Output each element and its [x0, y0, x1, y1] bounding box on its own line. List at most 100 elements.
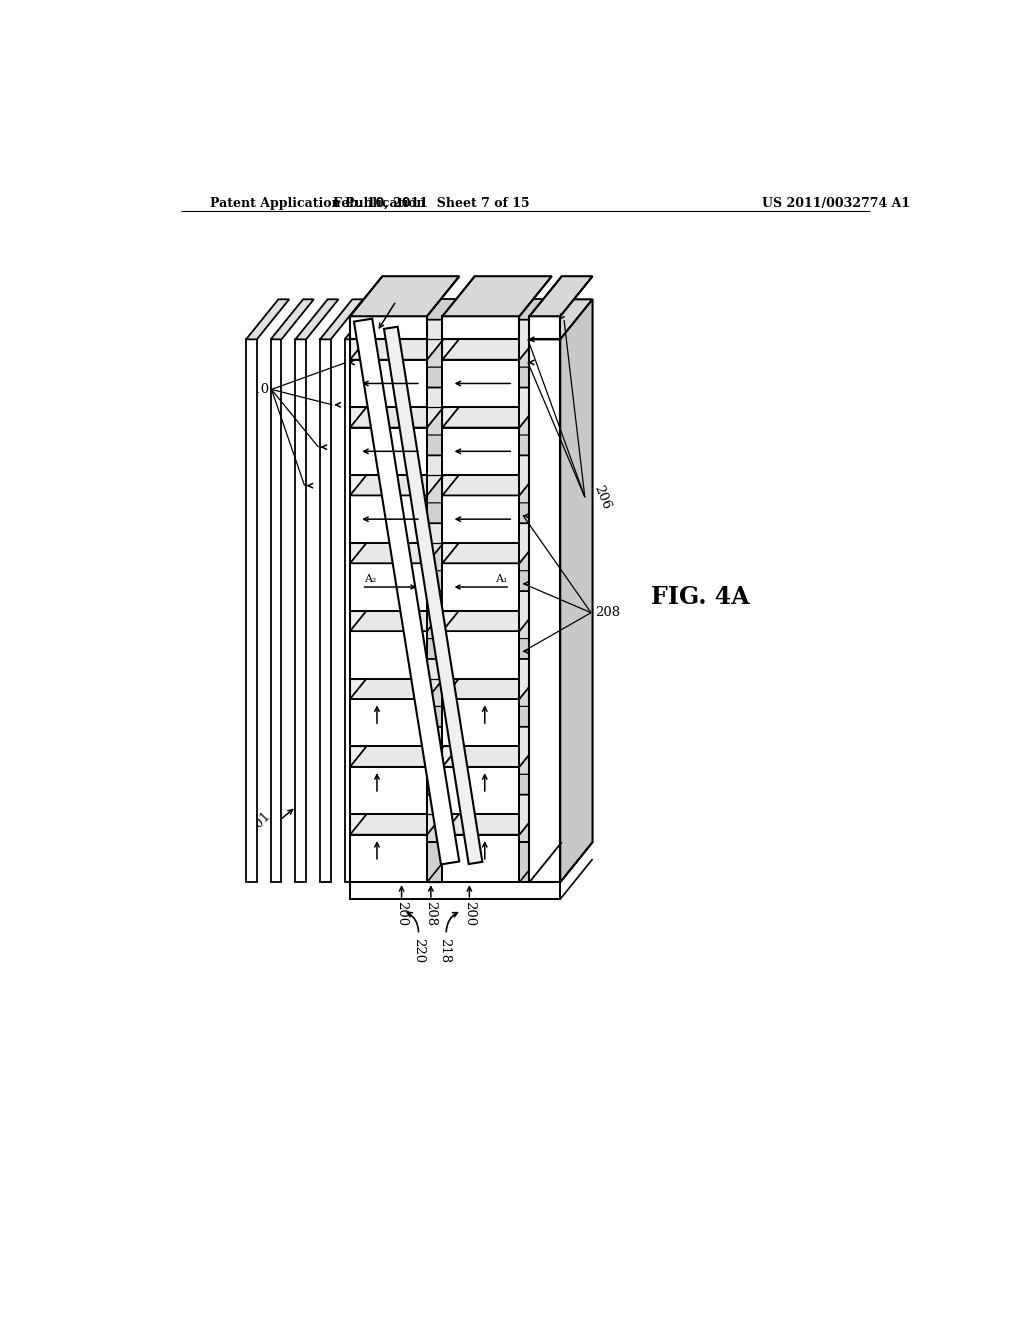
Text: US 2011/0032774 A1: US 2011/0032774 A1 — [762, 197, 910, 210]
Polygon shape — [442, 631, 519, 678]
Polygon shape — [442, 360, 519, 407]
Text: 210: 210 — [244, 383, 269, 396]
Polygon shape — [350, 611, 427, 631]
Polygon shape — [246, 339, 257, 882]
Polygon shape — [350, 523, 460, 564]
Polygon shape — [350, 503, 460, 543]
Text: FIG. 4A: FIG. 4A — [651, 585, 750, 610]
Text: Patent Application Publication: Patent Application Publication — [210, 197, 425, 210]
Polygon shape — [529, 276, 593, 317]
Polygon shape — [345, 339, 355, 882]
Polygon shape — [319, 300, 364, 339]
Polygon shape — [442, 639, 552, 678]
Polygon shape — [442, 570, 552, 611]
Polygon shape — [442, 388, 552, 428]
Polygon shape — [560, 300, 593, 882]
Polygon shape — [442, 475, 519, 495]
Text: 200: 200 — [395, 902, 409, 927]
Text: A₁: A₁ — [496, 574, 508, 583]
Polygon shape — [529, 317, 560, 339]
Polygon shape — [442, 611, 519, 631]
Polygon shape — [442, 428, 519, 475]
Polygon shape — [295, 339, 306, 882]
Polygon shape — [350, 360, 427, 407]
Polygon shape — [442, 407, 519, 428]
Text: 208: 208 — [424, 902, 437, 927]
Polygon shape — [350, 795, 460, 834]
Text: 208: 208 — [402, 279, 424, 308]
Polygon shape — [442, 300, 552, 339]
Polygon shape — [350, 428, 427, 475]
Polygon shape — [350, 659, 460, 700]
Polygon shape — [319, 339, 331, 882]
Polygon shape — [475, 300, 552, 842]
Polygon shape — [442, 727, 552, 767]
Polygon shape — [384, 327, 482, 865]
Polygon shape — [529, 339, 560, 882]
Polygon shape — [442, 795, 552, 834]
Polygon shape — [246, 300, 289, 339]
Polygon shape — [442, 591, 552, 631]
Polygon shape — [350, 842, 593, 882]
Polygon shape — [350, 814, 427, 834]
Polygon shape — [382, 300, 460, 842]
Polygon shape — [442, 706, 552, 747]
Polygon shape — [442, 436, 552, 475]
Polygon shape — [350, 591, 460, 631]
Polygon shape — [442, 495, 519, 543]
Polygon shape — [270, 339, 282, 882]
Polygon shape — [350, 767, 427, 814]
Polygon shape — [442, 523, 552, 564]
Polygon shape — [350, 834, 427, 882]
Text: 200: 200 — [463, 902, 476, 927]
Text: 218: 218 — [438, 939, 452, 964]
Polygon shape — [442, 678, 519, 700]
Polygon shape — [442, 543, 519, 564]
Polygon shape — [350, 319, 460, 360]
Polygon shape — [350, 775, 460, 814]
Polygon shape — [350, 367, 460, 407]
Polygon shape — [350, 495, 427, 543]
Text: Feb. 10, 2011  Sheet 7 of 15: Feb. 10, 2011 Sheet 7 of 15 — [333, 197, 529, 210]
Polygon shape — [270, 300, 313, 339]
Polygon shape — [442, 775, 552, 814]
Polygon shape — [350, 882, 560, 899]
Polygon shape — [442, 317, 519, 339]
Polygon shape — [350, 570, 460, 611]
Text: 208: 208 — [595, 606, 620, 619]
Polygon shape — [442, 319, 552, 360]
Polygon shape — [350, 564, 427, 611]
Polygon shape — [350, 700, 427, 747]
Polygon shape — [350, 388, 460, 428]
Polygon shape — [350, 276, 460, 317]
Polygon shape — [442, 564, 519, 611]
Polygon shape — [442, 503, 552, 543]
Polygon shape — [350, 678, 427, 700]
Polygon shape — [350, 407, 427, 428]
Polygon shape — [295, 300, 339, 339]
Polygon shape — [350, 631, 427, 678]
Text: 201: 201 — [246, 809, 273, 837]
Polygon shape — [350, 475, 427, 495]
Text: A₂: A₂ — [364, 574, 376, 583]
Polygon shape — [350, 455, 460, 495]
Polygon shape — [442, 767, 519, 814]
Polygon shape — [354, 318, 459, 865]
Polygon shape — [442, 659, 552, 700]
Polygon shape — [442, 276, 552, 317]
Polygon shape — [350, 317, 427, 339]
Polygon shape — [442, 814, 519, 834]
Polygon shape — [442, 834, 519, 882]
Polygon shape — [442, 455, 552, 495]
Polygon shape — [442, 700, 519, 747]
Polygon shape — [442, 339, 519, 360]
Polygon shape — [350, 436, 460, 475]
Polygon shape — [442, 367, 552, 407]
Polygon shape — [529, 300, 593, 339]
Text: 206: 206 — [591, 483, 612, 511]
Polygon shape — [345, 300, 388, 339]
Polygon shape — [350, 706, 460, 747]
Polygon shape — [350, 639, 460, 678]
Polygon shape — [350, 543, 427, 564]
Polygon shape — [350, 727, 460, 767]
